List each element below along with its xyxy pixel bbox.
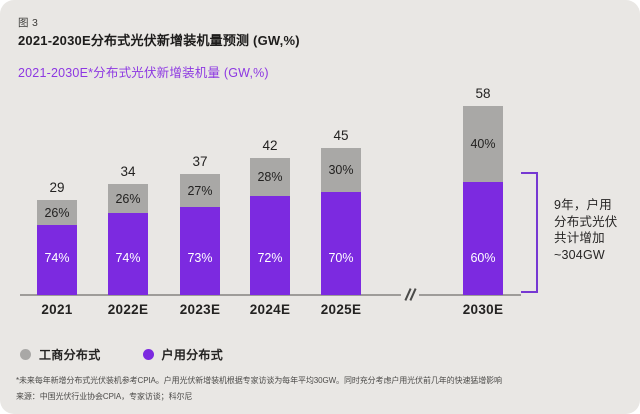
- annotation-text: 9年，户用 分布式光伏 共计增加 ~304GW: [554, 198, 618, 262]
- bar-2024E: 28% 72%: [250, 158, 290, 295]
- figure-number: 图 3: [18, 17, 39, 29]
- chart-title: 2021-2030E分布式光伏新增装机量预测 (GW,%): [18, 33, 300, 48]
- household-percent-label: 73%: [187, 251, 213, 265]
- household-percent-label: 74%: [115, 251, 141, 265]
- x-axis-line: [20, 294, 521, 296]
- bar-total-label: 29: [49, 180, 65, 195]
- household-percent-label: 60%: [470, 251, 496, 265]
- x-axis-label: 2021: [41, 302, 73, 317]
- bar-segment-commercial: 30%: [321, 148, 361, 192]
- x-axis-label: 2022E: [107, 302, 149, 317]
- bar-total-label: 42: [262, 138, 278, 153]
- bar-total-label: 45: [333, 128, 349, 143]
- bar-segment-commercial: 26%: [37, 200, 77, 225]
- x-axis-label: 2023E: [179, 302, 221, 317]
- bar-2022E: 26% 74%: [108, 184, 148, 295]
- bar-segment-household: 73%: [180, 207, 220, 295]
- x-axis-label: 2030E: [462, 302, 504, 317]
- x-axis-label: 2025E: [320, 302, 362, 317]
- bar-2030E: 40% 60%: [463, 106, 503, 295]
- bar-segment-household: 70%: [321, 192, 361, 295]
- bar-segment-household: 60%: [463, 182, 503, 295]
- bar-2025E: 30% 70%: [321, 148, 361, 295]
- legend-label-household: 户用分布式: [161, 348, 224, 362]
- bar-segment-commercial: 40%: [463, 106, 503, 182]
- bar-2023E: 27% 73%: [180, 174, 220, 295]
- axis-break-icon: [401, 287, 419, 303]
- footnote-assumptions: *未来每年新增分布式光伏装机参考CPIA。户用光伏新增装机根据专家访谈为每年平均…: [16, 376, 502, 385]
- footnote-source: 来源：中国光伏行业协会CPIA，专家访谈；科尔尼: [16, 392, 193, 401]
- bar-segment-commercial: 26%: [108, 184, 148, 213]
- bar-total-label: 37: [192, 154, 208, 169]
- legend-dot-commercial-icon: [20, 349, 31, 360]
- bar-segment-household: 74%: [37, 225, 77, 295]
- bar-2021: 26% 74%: [37, 200, 77, 295]
- bar-segment-household: 72%: [250, 196, 290, 295]
- range-bracket: [521, 172, 538, 293]
- legend-item-household: 户用分布式: [142, 346, 224, 363]
- x-axis-label: 2024E: [249, 302, 291, 317]
- bar-segment-commercial: 27%: [180, 174, 220, 207]
- household-percent-label: 74%: [44, 251, 70, 265]
- legend-label-commercial: 工商分布式: [39, 348, 101, 362]
- bar-total-label: 58: [475, 86, 491, 101]
- chart-subtitle: 2021-2030E*分布式光伏新增装机量 (GW,%): [18, 66, 269, 80]
- legend: 工商分布式 户用分布式: [20, 346, 223, 363]
- bar-segment-commercial: 28%: [250, 158, 290, 196]
- household-percent-label: 72%: [257, 251, 283, 265]
- bar-segment-household: 74%: [108, 213, 148, 295]
- legend-item-commercial: 工商分布式: [20, 346, 101, 363]
- household-percent-label: 70%: [328, 251, 354, 265]
- legend-dot-household-icon: [142, 349, 154, 360]
- bar-total-label: 34: [120, 164, 136, 179]
